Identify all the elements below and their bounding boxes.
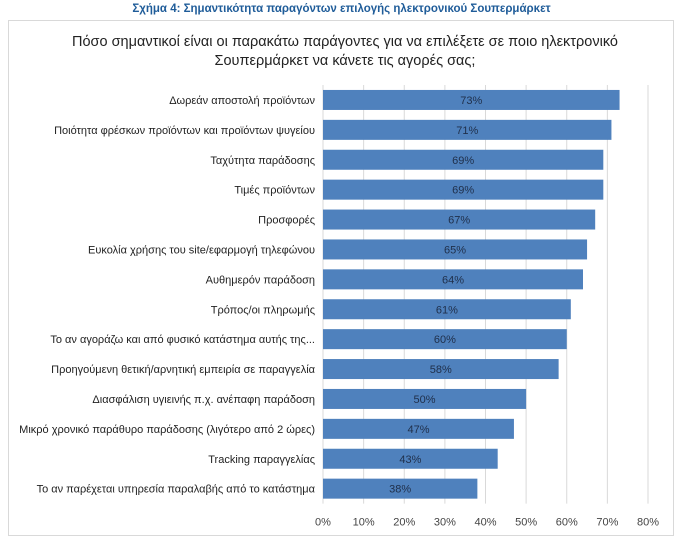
data-label: 67%: [448, 215, 470, 227]
data-label: 60%: [434, 334, 456, 346]
data-label: 69%: [452, 185, 474, 197]
data-label: 71%: [456, 125, 478, 137]
bar: [323, 478, 478, 499]
category-label: Ποιότητα φρέσκων προϊόντων και προϊόντων…: [54, 125, 315, 137]
category-label: Τιμές προϊόντων: [234, 185, 315, 197]
data-label: 73%: [460, 95, 482, 107]
bar: [323, 269, 583, 290]
bar: [323, 299, 571, 320]
bar: [323, 89, 620, 110]
category-label: Tracking παραγγελίας: [208, 454, 315, 466]
x-tick-label: 20%: [393, 517, 415, 529]
category-label: Το αν αγοράζω και από φυσικό κατάστημα α…: [50, 334, 315, 346]
category-label: Προσφορές: [258, 215, 315, 227]
bar: [323, 149, 604, 170]
category-label: Αυθημερόν παράδοση: [206, 274, 315, 286]
x-tick-label: 40%: [474, 517, 496, 529]
category-label: Διασφάλιση υγιεινής π.χ. ανέπαφη παράδοσ…: [92, 394, 315, 406]
bar: [323, 209, 596, 230]
category-label: Τρόπος/οι πληρωμής: [211, 304, 315, 316]
x-tick-label: 70%: [596, 517, 618, 529]
category-label: Ευκολία χρήσης του site/εφαρμογή τηλεφών…: [88, 244, 315, 256]
data-label: 61%: [436, 304, 458, 316]
x-tick-label: 10%: [353, 517, 375, 529]
chart-frame: [8, 20, 674, 536]
data-label: 38%: [389, 484, 411, 496]
x-tick-label: 30%: [434, 517, 456, 529]
bar: [323, 179, 604, 200]
category-label: Δωρεάν αποστολή προϊόντων: [169, 95, 315, 107]
figure-caption: Σχήμα 4: Σημαντικότητα παραγόντων επιλογ…: [132, 3, 551, 15]
data-label: 65%: [444, 244, 466, 256]
data-label: 43%: [399, 454, 421, 466]
data-label: 58%: [430, 364, 452, 376]
bar: [323, 448, 498, 469]
category-label: Ταχύτητα παράδοσης: [210, 155, 315, 167]
category-label: Το αν παρέχεται υπηρεσία παραλαβής από τ…: [37, 484, 316, 496]
category-label: Προηγούμενη θετική/αρνητική εμπειρία σε …: [51, 364, 315, 376]
data-label: 50%: [414, 394, 436, 406]
data-label: 69%: [452, 155, 474, 167]
bar: [323, 239, 588, 260]
bar: [323, 329, 567, 350]
x-tick-label: 0%: [315, 517, 331, 529]
data-label: 47%: [407, 424, 429, 436]
x-tick-label: 50%: [515, 517, 537, 529]
chart-title: Πόσο σημαντικοί είναι οι παρακάτω παράγο…: [72, 34, 618, 69]
data-label: 64%: [442, 274, 464, 286]
bar: [323, 388, 527, 409]
bar: [323, 418, 514, 439]
category-label: Μικρό χρονικό παράθυρο παράδοσης (λιγότε…: [19, 424, 315, 436]
x-tick-label: 60%: [556, 517, 578, 529]
x-tick-label: 80%: [637, 517, 659, 529]
bar: [323, 119, 612, 140]
bar: [323, 359, 559, 380]
